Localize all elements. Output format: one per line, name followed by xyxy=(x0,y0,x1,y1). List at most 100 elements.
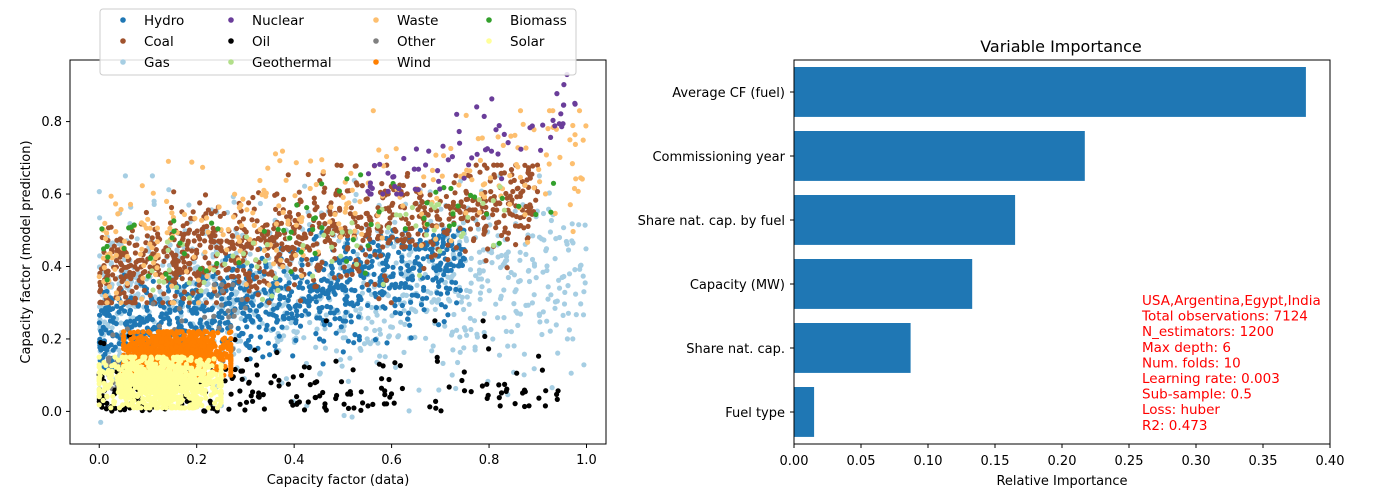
point-waste xyxy=(113,201,119,207)
point-coal xyxy=(179,276,185,282)
point-waste xyxy=(522,212,528,218)
point-hydro xyxy=(392,303,398,309)
point-coal xyxy=(399,231,405,237)
point-oil xyxy=(301,407,308,413)
point-hydro xyxy=(433,275,439,281)
point-gas xyxy=(451,311,457,318)
point-wind xyxy=(222,363,228,369)
point-hydro xyxy=(313,234,319,240)
point-gas xyxy=(572,267,578,273)
point-waste xyxy=(236,205,242,211)
point-coal xyxy=(274,191,280,197)
point-oil xyxy=(313,394,319,401)
point-biomass xyxy=(533,211,539,218)
point-gas xyxy=(349,414,355,420)
point-hydro xyxy=(202,308,208,314)
point-gas xyxy=(166,262,172,269)
point-coal xyxy=(189,248,195,254)
point-oil xyxy=(386,376,392,383)
point-oil xyxy=(338,379,345,385)
point-geothermal xyxy=(428,201,434,207)
point-gas xyxy=(317,370,323,376)
point-coal xyxy=(246,200,252,206)
point-waste xyxy=(352,210,358,216)
point-wind xyxy=(132,341,138,347)
point-gas xyxy=(449,372,455,378)
point-coal xyxy=(380,244,386,250)
point-waste xyxy=(292,252,299,258)
point-coal xyxy=(117,260,124,266)
point-coal xyxy=(494,162,500,168)
point-oil xyxy=(285,381,291,387)
point-waste xyxy=(280,209,286,215)
point-coal xyxy=(191,238,197,244)
point-gas xyxy=(544,267,550,274)
point-coal xyxy=(507,193,513,199)
point-gas xyxy=(352,198,358,204)
point-hydro xyxy=(351,340,357,346)
point-nuclear xyxy=(440,143,446,149)
point-coal xyxy=(412,201,418,207)
point-gas xyxy=(476,276,482,282)
point-gas xyxy=(512,208,518,214)
point-gas xyxy=(529,300,536,306)
point-hydro xyxy=(96,320,102,326)
point-coal xyxy=(338,273,344,279)
point-coal xyxy=(364,282,370,288)
point-nuclear xyxy=(445,157,451,163)
point-coal xyxy=(304,256,310,262)
point-geothermal xyxy=(198,288,204,294)
point-gas xyxy=(523,251,529,257)
point-waste xyxy=(376,147,382,153)
point-coal xyxy=(362,252,369,258)
point-oil xyxy=(256,390,262,396)
point-coal xyxy=(261,269,267,275)
point-oil xyxy=(542,403,549,409)
point-hydro xyxy=(417,227,424,233)
point-coal xyxy=(494,207,500,213)
point-hydro xyxy=(285,297,291,303)
point-gas xyxy=(424,288,431,294)
point-geothermal xyxy=(173,284,180,290)
point-gas xyxy=(480,247,486,253)
point-coal xyxy=(121,290,127,296)
point-coal xyxy=(481,226,488,232)
point-hydro xyxy=(457,251,463,257)
point-hydro xyxy=(264,322,270,328)
point-waste xyxy=(265,165,271,171)
point-coal xyxy=(504,265,510,271)
point-coal xyxy=(297,197,303,203)
point-nuclear xyxy=(437,186,443,192)
point-gas xyxy=(151,198,157,204)
point-coal xyxy=(417,195,423,201)
point-hydro xyxy=(397,284,403,290)
point-gas xyxy=(543,246,550,252)
point-waste xyxy=(479,135,485,141)
point-gas xyxy=(105,321,111,328)
point-coal xyxy=(108,300,115,306)
point-oil xyxy=(365,403,371,409)
point-oil xyxy=(323,318,329,324)
point-biomass xyxy=(126,225,132,231)
point-biomass xyxy=(198,266,204,272)
point-biomass xyxy=(214,260,220,267)
point-gas xyxy=(556,234,563,241)
point-hydro xyxy=(139,316,145,322)
point-other xyxy=(110,332,116,338)
point-gas xyxy=(449,329,456,335)
point-coal xyxy=(164,253,170,259)
point-hydro xyxy=(454,300,460,306)
point-biomass xyxy=(402,226,408,232)
point-waste xyxy=(152,272,159,278)
point-waste xyxy=(343,205,349,211)
point-hydro xyxy=(253,308,260,314)
point-hydro xyxy=(442,268,448,274)
point-gas xyxy=(464,294,470,300)
point-oil xyxy=(256,394,262,400)
point-waste xyxy=(477,157,483,163)
point-coal xyxy=(133,259,139,265)
point-hydro xyxy=(104,347,110,353)
point-hydro xyxy=(421,307,427,313)
point-wind xyxy=(204,338,210,344)
point-gas xyxy=(497,296,504,302)
